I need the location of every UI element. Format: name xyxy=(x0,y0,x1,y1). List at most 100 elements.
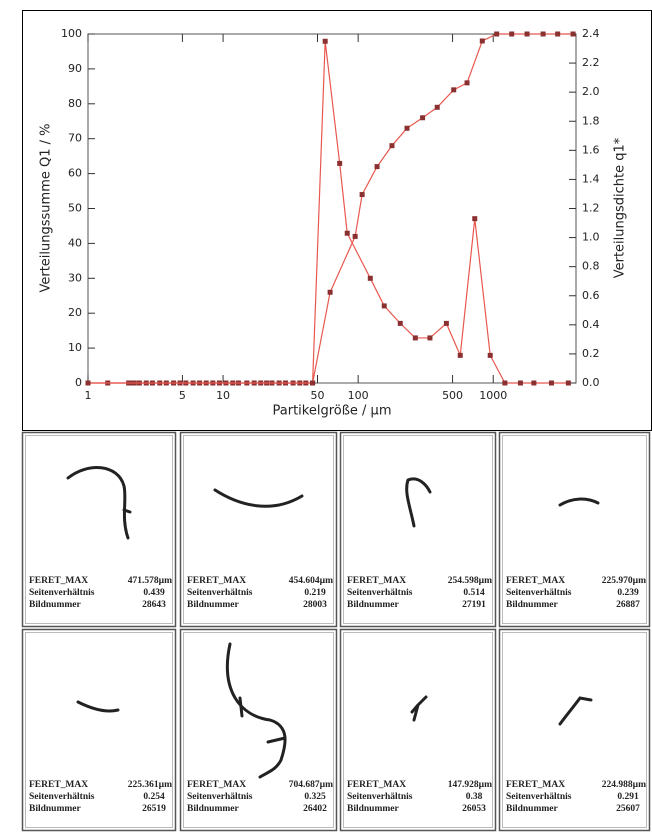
point xyxy=(565,380,571,386)
particle-image-frame xyxy=(25,435,173,624)
x-tick-label: 500 xyxy=(442,389,463,402)
particle-card xyxy=(179,628,338,832)
y2-tick-label: 1.6 xyxy=(582,143,600,156)
y-tick-label: 20 xyxy=(68,306,82,319)
point xyxy=(457,352,463,358)
particle-card xyxy=(21,431,177,628)
y-tick-label: 10 xyxy=(68,341,82,354)
field-label: Seitenverhältnis xyxy=(347,588,413,598)
y2-tick-label: 2.0 xyxy=(582,85,600,98)
particle-image-frame xyxy=(343,435,493,624)
particle-shape xyxy=(405,477,432,528)
y-tick-label: 100 xyxy=(61,27,82,40)
point xyxy=(327,289,333,295)
y-tick-label: 0 xyxy=(75,376,82,389)
point xyxy=(397,320,403,326)
x-tick-label: 5 xyxy=(179,389,186,402)
field-label: Seitenverhältnis xyxy=(187,588,253,598)
point xyxy=(494,31,500,37)
field-label: FERET_MAX xyxy=(29,576,88,586)
field-label: FERET_MAX xyxy=(187,780,246,790)
y-tick-label: 60 xyxy=(68,167,82,180)
point xyxy=(404,125,410,131)
field-value: 254.598µm xyxy=(448,576,492,586)
point xyxy=(531,380,537,386)
field-value: 28643 xyxy=(142,600,166,610)
particle-card xyxy=(339,431,497,628)
y-tick-label: 80 xyxy=(68,97,82,110)
field-value: 471.578µm xyxy=(128,576,172,586)
particle-shape xyxy=(225,642,287,779)
x-tick-label: 50 xyxy=(310,389,324,402)
particle-image-frame xyxy=(183,435,334,624)
y2-tick-label: 1.2 xyxy=(582,202,600,215)
field-value: 225.970µm xyxy=(602,576,646,586)
series-line xyxy=(88,41,569,384)
y2-axis-label: Verteilungsdichte q1* xyxy=(613,137,628,278)
field-value: 704.687µm xyxy=(289,780,333,790)
field-label: Seitenverhältnis xyxy=(506,792,572,802)
field-value: 26053 xyxy=(462,804,486,814)
point xyxy=(381,303,387,309)
field-label: Bildnummer xyxy=(29,600,82,610)
field-value: 454.604µm xyxy=(289,576,333,586)
field-label: FERET_MAX xyxy=(29,780,88,790)
point xyxy=(502,380,508,386)
field-label: Seitenverhältnis xyxy=(506,588,572,598)
x-tick-label: 1 xyxy=(85,389,92,402)
field-label: Bildnummer xyxy=(506,600,559,610)
point xyxy=(374,164,380,170)
particle-image-frame xyxy=(25,632,173,828)
point xyxy=(420,115,426,121)
point xyxy=(548,380,554,386)
field-label: Bildnummer xyxy=(347,600,400,610)
particle-card xyxy=(498,628,651,832)
field-label: Seitenverhältnis xyxy=(29,792,95,802)
point xyxy=(479,38,485,44)
particle-shape xyxy=(76,700,120,713)
x-axis-label: Partikelgröße / µm xyxy=(273,404,392,419)
field-label: FERET_MAX xyxy=(506,576,565,586)
chart-frame xyxy=(22,10,652,431)
point xyxy=(443,320,449,326)
field-value: 0.439 xyxy=(143,588,165,598)
x-tick-label: 1000 xyxy=(479,389,507,402)
point xyxy=(464,80,470,86)
y2-tick-label: 2.2 xyxy=(582,56,600,69)
point xyxy=(310,380,316,386)
field-value: 0.219 xyxy=(304,588,326,598)
particle-card xyxy=(339,628,497,832)
point xyxy=(434,104,440,110)
field-value: 28003 xyxy=(303,600,327,610)
particle-card xyxy=(498,431,651,628)
point xyxy=(427,335,433,341)
point xyxy=(337,160,343,166)
field-value: 0.514 xyxy=(463,588,485,598)
point xyxy=(555,31,561,37)
point xyxy=(517,380,523,386)
particle-shape xyxy=(66,466,132,540)
particle-shape xyxy=(213,488,304,508)
field-label: FERET_MAX xyxy=(187,576,246,586)
y2-tick-label: 2.4 xyxy=(582,27,600,40)
y-tick-label: 50 xyxy=(68,202,82,215)
y2-tick-label: 1.0 xyxy=(582,231,600,244)
point xyxy=(540,31,546,37)
field-label: Bildnummer xyxy=(347,804,400,814)
field-value: 27191 xyxy=(462,600,486,610)
field-label: FERET_MAX xyxy=(347,576,406,586)
field-value: 0.239 xyxy=(617,588,639,598)
y2-tick-label: 0.0 xyxy=(582,376,600,389)
y2-tick-label: 0.2 xyxy=(582,347,600,360)
field-value: 26402 xyxy=(303,804,327,814)
point xyxy=(352,233,358,239)
y2-tick-label: 0.4 xyxy=(582,318,600,331)
field-label: Bildnummer xyxy=(187,804,240,814)
field-label: Seitenverhältnis xyxy=(347,792,413,802)
point xyxy=(472,216,478,222)
field-label: FERET_MAX xyxy=(347,780,406,790)
field-value: 26887 xyxy=(616,600,640,610)
field-label: Bildnummer xyxy=(506,804,559,814)
